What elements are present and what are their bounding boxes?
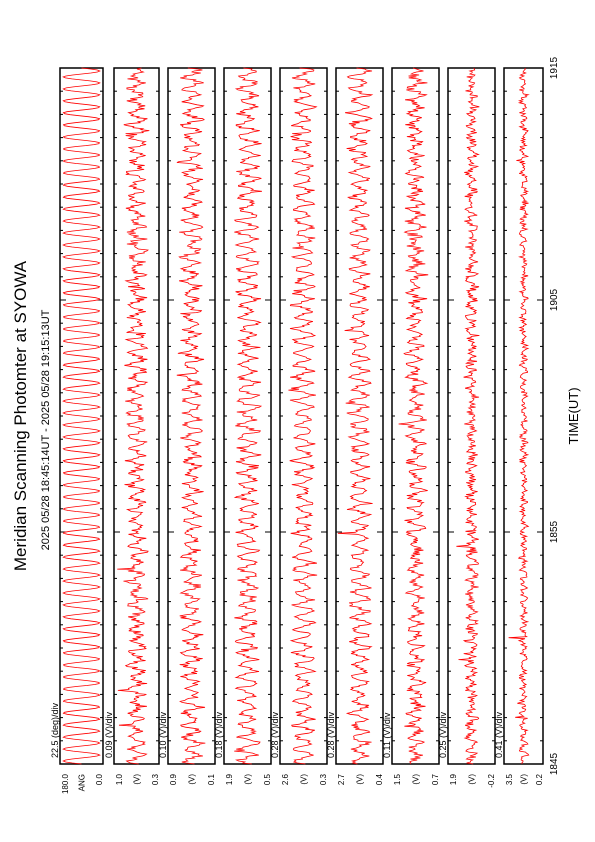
panel-frame [447, 67, 496, 765]
div-label: 0.11 (V)/div [382, 712, 392, 758]
panel-3: 0.10 (V)/div 0.9 (V) 0.1 [158, 67, 216, 785]
panel-9: 0.41 (V)/div 3.5 (V) 0.2 [494, 67, 544, 785]
y-top-label: 1.0 [115, 773, 124, 785]
panel-8: 0.25 (V)/div 1.9 (V) -0.2 [438, 67, 496, 788]
div-label: 0.25 (V)/div [438, 711, 448, 758]
y-unit-label: (V) [356, 774, 365, 785]
panel-ticks [60, 67, 103, 765]
div-label: 22.5 (deg)/div [50, 702, 60, 758]
y-bottom-label: 0.1 [207, 773, 216, 785]
series-line [508, 67, 530, 765]
y-top-label: 180.0 [61, 773, 70, 794]
y-top-label: 1.9 [225, 773, 234, 785]
div-label: 0.28 (V)/div [270, 711, 280, 758]
x-tick-label: 1845 [549, 752, 560, 775]
div-label: 0.10 (V)/div [158, 711, 168, 758]
panel-2: 0.09 (V)/div 1.0 (V) 0.3 [104, 67, 160, 785]
panel-ticks [448, 67, 495, 765]
chart-title: Meridian Scanning Photomter at SYOWA [11, 260, 30, 571]
panel-6: 0.28 (V)/div 2.7 (V) 0.4 [326, 67, 384, 785]
panel-4: 0.18 (V)/div 1.9 (V) 0.5 [214, 67, 272, 785]
x-axis-label: TIME(UT) [566, 387, 581, 444]
series-line [62, 67, 101, 765]
y-top-label: 2.7 [337, 773, 346, 785]
y-unit-label: (V) [412, 774, 421, 785]
panel-ticks [114, 67, 159, 765]
panel-1: 22.5 (deg)/div 180.0 ANG 0.0 [50, 67, 104, 794]
panel-7: 0.11 (V)/div 1.5 (V) 0.7 [382, 67, 440, 785]
y-unit-label: (V) [468, 774, 477, 785]
panel-5: 0.28 (V)/div 2.6 (V) 0.3 [270, 67, 328, 785]
panel-ticks [336, 67, 383, 765]
y-unit-label: (V) [188, 774, 197, 785]
y-bottom-label: 0.2 [535, 773, 544, 785]
series-line [288, 67, 318, 765]
time-range: 2025 05/28 18:45:14UT - 2025 05/28 19:15… [40, 309, 52, 550]
series-line [398, 67, 429, 765]
y-top-label: 0.9 [169, 773, 178, 785]
div-label: 0.28 (V)/div [326, 711, 336, 758]
y-unit-label: ANG [78, 774, 87, 791]
y-bottom-label: 0.3 [151, 773, 160, 785]
y-unit-label: (V) [244, 774, 253, 785]
panels-group: 22.5 (deg)/div 180.0 ANG 0.0 0.09 (V)/div 1.0… [50, 67, 544, 794]
x-tick-label: 1855 [549, 520, 560, 543]
panel-ticks [280, 67, 327, 765]
series-line [176, 67, 206, 765]
x-tick-label: 1905 [549, 288, 560, 311]
time-axis: 1845 1855 1905 1915 [549, 56, 560, 775]
panel-ticks [224, 67, 271, 765]
div-label: 0.18 (V)/div [214, 711, 224, 758]
y-unit-label: (V) [300, 774, 309, 785]
y-bottom-label: 0.5 [263, 773, 272, 785]
y-unit-label: (V) [520, 774, 529, 785]
panel-ticks [504, 67, 543, 765]
y-bottom-label: -0.2 [487, 773, 496, 787]
div-label: 0.09 (V)/div [104, 711, 114, 758]
panel-ticks [168, 67, 215, 765]
y-top-label: 3.5 [505, 773, 514, 785]
panel-frame [503, 67, 544, 765]
series-line [337, 67, 374, 765]
y-unit-label: (V) [133, 774, 142, 785]
y-bottom-label: 0.0 [95, 773, 104, 785]
series-line [233, 67, 263, 765]
y-top-label: 2.6 [281, 773, 290, 785]
y-bottom-label: 0.3 [319, 773, 328, 785]
x-tick-label: 1915 [549, 56, 560, 79]
series-line [456, 67, 480, 765]
div-label: 0.41 (V)/div [494, 711, 504, 758]
y-top-label: 1.9 [449, 773, 458, 785]
panel-frame [391, 67, 440, 765]
series-line [117, 67, 150, 765]
y-bottom-label: 0.7 [431, 773, 440, 785]
y-top-label: 1.5 [393, 773, 402, 785]
panel-ticks [392, 67, 439, 765]
y-bottom-label: 0.4 [375, 773, 384, 785]
panel-frame [223, 67, 272, 765]
